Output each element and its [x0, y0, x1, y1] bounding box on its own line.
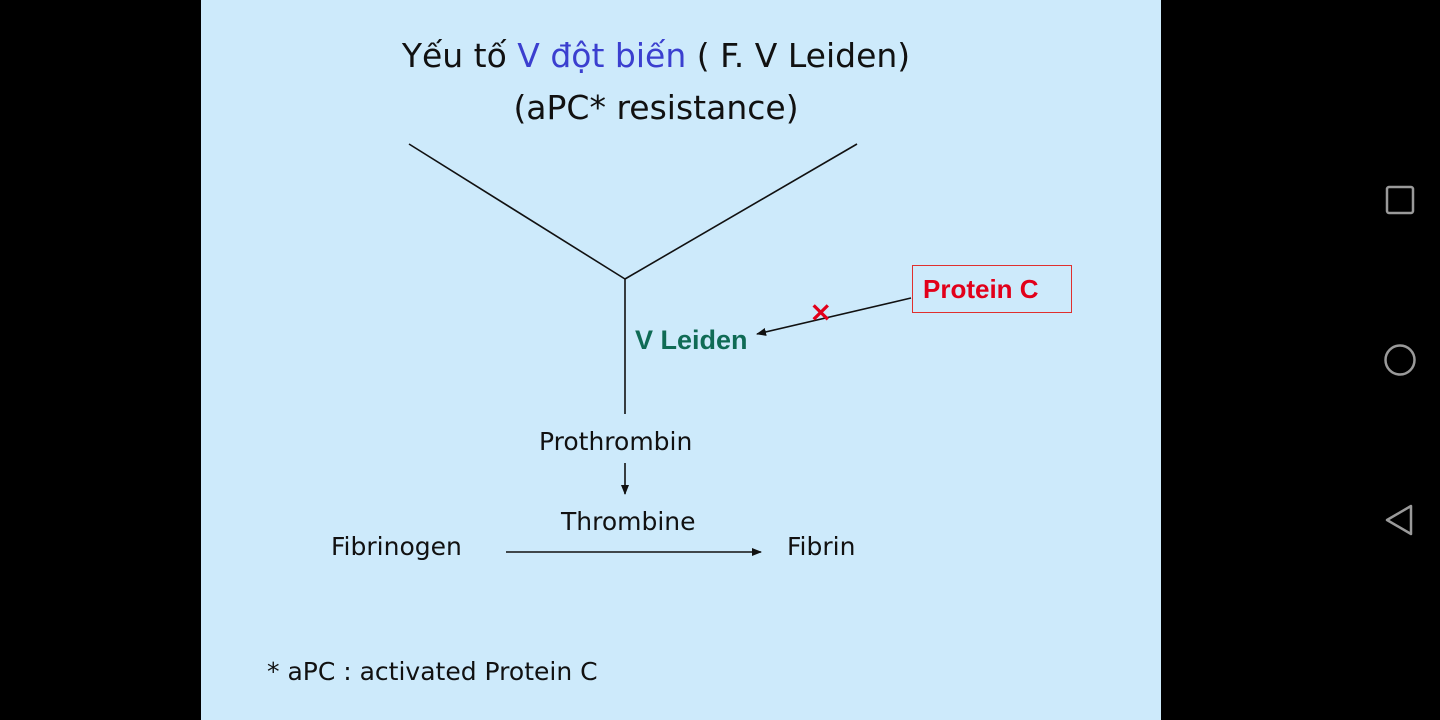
- protein-c-inhibition-arrow: [756, 297, 912, 336]
- fibrin-label: Fibrin: [787, 532, 856, 561]
- right-branch-line: [624, 143, 858, 280]
- left-branch-line: [408, 143, 626, 280]
- square-icon: [1385, 185, 1415, 215]
- title-text-start: Yếu tố: [401, 36, 518, 75]
- fibrinogen-label: Fibrinogen: [331, 532, 462, 561]
- circle-icon: [1384, 344, 1416, 376]
- protein-c-label: Protein C: [923, 274, 1039, 304]
- android-navigation-bar: [1360, 0, 1440, 720]
- blocked-x-mark: ×: [809, 295, 833, 328]
- presentation-slide: Yếu tố V đột biến ( F. V Leiden) (aPC* r…: [201, 0, 1161, 720]
- prothrombin-label: Prothrombin: [539, 427, 693, 456]
- footnote: * aPC : activated Protein C: [267, 657, 598, 686]
- diagram-lines: [408, 143, 912, 556]
- back-button[interactable]: [1380, 500, 1420, 540]
- title-text-end: ( F. V Leiden): [686, 36, 911, 75]
- recent-apps-button[interactable]: [1380, 180, 1420, 220]
- v-leiden-label: V Leiden: [635, 325, 748, 355]
- protein-c-box: [912, 265, 1072, 313]
- home-button[interactable]: [1380, 340, 1420, 380]
- title-accent-text: V đột biến: [517, 36, 687, 75]
- slide-title: Yếu tố V đột biến ( F. V Leiden): [201, 36, 1111, 75]
- slide-subtitle: (aPC* resistance): [513, 88, 799, 127]
- thrombine-label: Thrombine: [561, 507, 696, 536]
- triangle-back-icon: [1385, 504, 1413, 536]
